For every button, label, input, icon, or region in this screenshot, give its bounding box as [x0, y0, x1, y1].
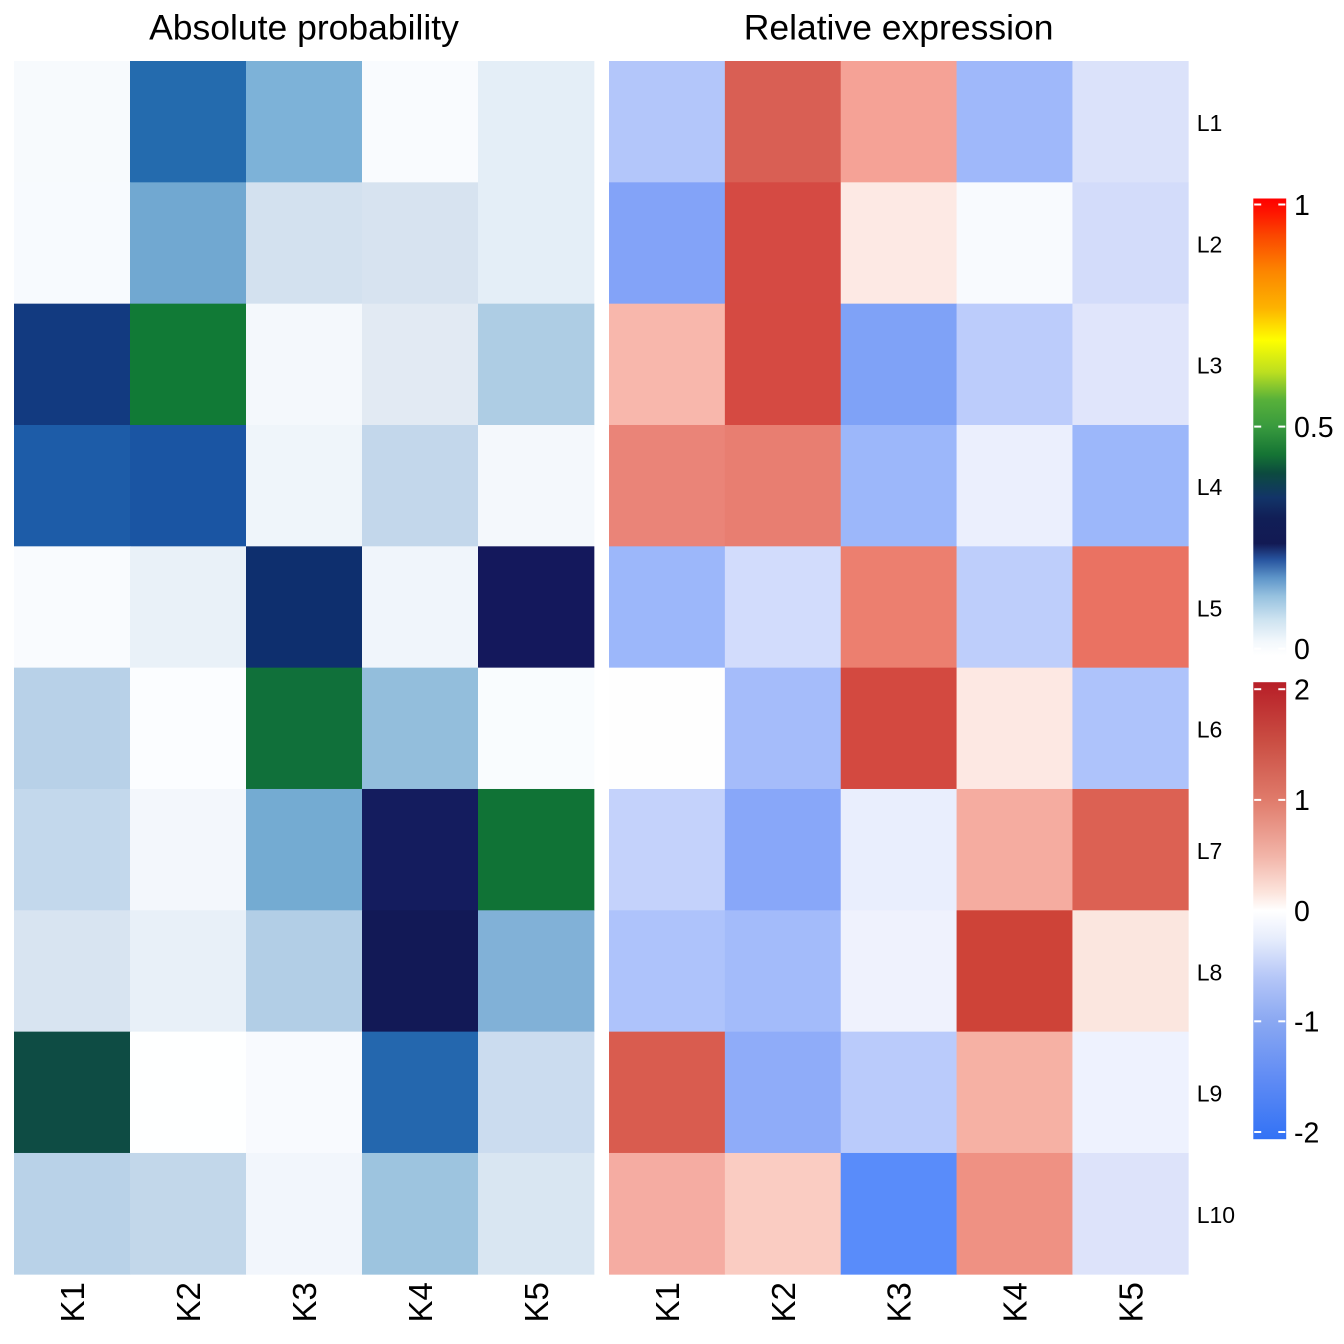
svg-text:K5: K5	[1112, 1282, 1149, 1322]
svg-text:L1: L1	[1197, 110, 1223, 136]
svg-text:L4: L4	[1197, 474, 1223, 500]
svg-text:1: 1	[1294, 190, 1310, 222]
svg-text:K1: K1	[649, 1282, 686, 1322]
svg-text:K2: K2	[765, 1282, 802, 1322]
svg-text:2: 2	[1294, 675, 1310, 707]
svg-text:0: 0	[1294, 896, 1310, 928]
svg-text:L8: L8	[1197, 959, 1223, 985]
svg-text:L6: L6	[1197, 717, 1223, 743]
svg-text:L10: L10	[1197, 1202, 1235, 1228]
svg-text:L5: L5	[1197, 595, 1223, 621]
svg-text:0.5: 0.5	[1294, 412, 1334, 444]
svg-text:Relative expression: Relative expression	[744, 8, 1054, 48]
svg-text:-1: -1	[1294, 1007, 1319, 1039]
svg-text:K4: K4	[997, 1282, 1034, 1322]
svg-text:0: 0	[1294, 634, 1310, 666]
svg-text:-2: -2	[1294, 1117, 1319, 1149]
svg-text:K2: K2	[170, 1282, 207, 1322]
svg-text:K5: K5	[518, 1282, 555, 1322]
svg-text:1: 1	[1294, 785, 1310, 817]
svg-text:L2: L2	[1197, 231, 1223, 257]
svg-text:L3: L3	[1197, 353, 1223, 379]
svg-text:K4: K4	[402, 1282, 439, 1322]
svg-text:Absolute probability: Absolute probability	[149, 8, 459, 48]
svg-text:L9: L9	[1197, 1081, 1223, 1107]
svg-text:K1: K1	[54, 1282, 91, 1322]
svg-text:L7: L7	[1197, 838, 1223, 864]
svg-text:K3: K3	[881, 1282, 918, 1322]
svg-text:K3: K3	[286, 1282, 323, 1322]
